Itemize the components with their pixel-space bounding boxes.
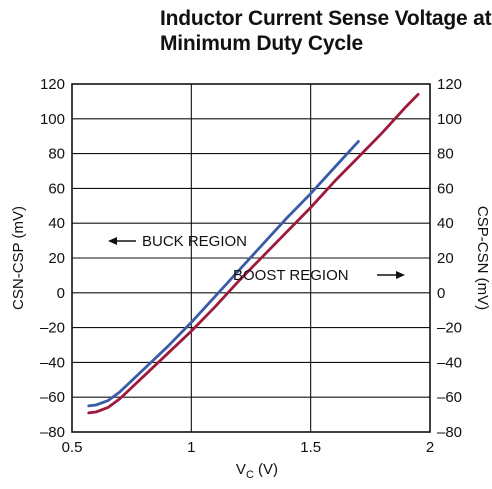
y-tick-label-right: –80 (437, 424, 462, 441)
series-line-1 (87, 140, 360, 408)
buck-arrow-head (108, 237, 117, 245)
y-tick-label-left: 100 (40, 111, 65, 128)
plot-frame (71, 83, 431, 433)
y-axis-label-right: CSP-CSN (mV) (474, 206, 491, 310)
y-tick-label-right: 120 (437, 76, 462, 93)
y-tick-label-left: –40 (40, 354, 65, 371)
chart-title: Inductor Current Sense Voltage at Minimu… (160, 6, 492, 56)
buck-region-label: BUCK REGION (142, 233, 247, 250)
chart-title-line2: Minimum Duty Cycle (160, 32, 363, 55)
x-axis-label-unit: (V) (254, 461, 278, 478)
grid (72, 84, 430, 432)
y-tick-label-left: 80 (48, 146, 65, 163)
x-tick-label: 1 (187, 439, 195, 456)
y-tick-label-right: 40 (437, 215, 454, 232)
buck-region-annotation: BUCK REGION (108, 233, 247, 250)
y-tick-label-left: –80 (40, 424, 65, 441)
y-tick-label-left: –60 (40, 389, 65, 406)
y-tick-label-right: –60 (437, 389, 462, 406)
y-tick-label-right: 60 (437, 180, 454, 197)
x-tick-label: 1.5 (300, 439, 321, 456)
y-tick-label-right: 20 (437, 250, 454, 267)
x-axis-label: VC (V) (236, 461, 278, 481)
tick-labels: –80 –80 –60 –60 –40 –40 –20 –20 0 0 20 20 40 40 60 60 80… (40, 76, 462, 456)
y-tick-label-right: –20 (437, 320, 462, 337)
y-tick-label-left: 20 (48, 250, 65, 267)
y-tick-label-right: –40 (437, 354, 462, 371)
y-tick-label-right: 0 (437, 285, 445, 302)
y-tick-label-left: 120 (40, 76, 65, 93)
boost-region-annotation: BOOST REGION (233, 267, 405, 284)
series-lines (87, 93, 420, 415)
y-axis-label-left: CSN-CSP (mV) (10, 206, 27, 310)
boost-region-label: BOOST REGION (233, 267, 349, 284)
chart-title-line1: Inductor Current Sense Voltage at (160, 7, 492, 30)
y-tick-label-left: 40 (48, 215, 65, 232)
y-tick-label-right: 100 (437, 111, 462, 128)
x-axis-label-main: V (236, 461, 246, 478)
x-tick-label: 2 (426, 439, 434, 456)
y-tick-label-right: 80 (437, 146, 454, 163)
series-line-2 (87, 93, 420, 415)
y-tick-label-left: –20 (40, 320, 65, 337)
x-tick-label: 0.5 (62, 439, 83, 456)
x-axis-label-sub: C (246, 469, 254, 481)
y-tick-label-left: 0 (57, 285, 65, 302)
boost-arrow-head (396, 271, 405, 279)
y-tick-label-left: 60 (48, 180, 65, 197)
